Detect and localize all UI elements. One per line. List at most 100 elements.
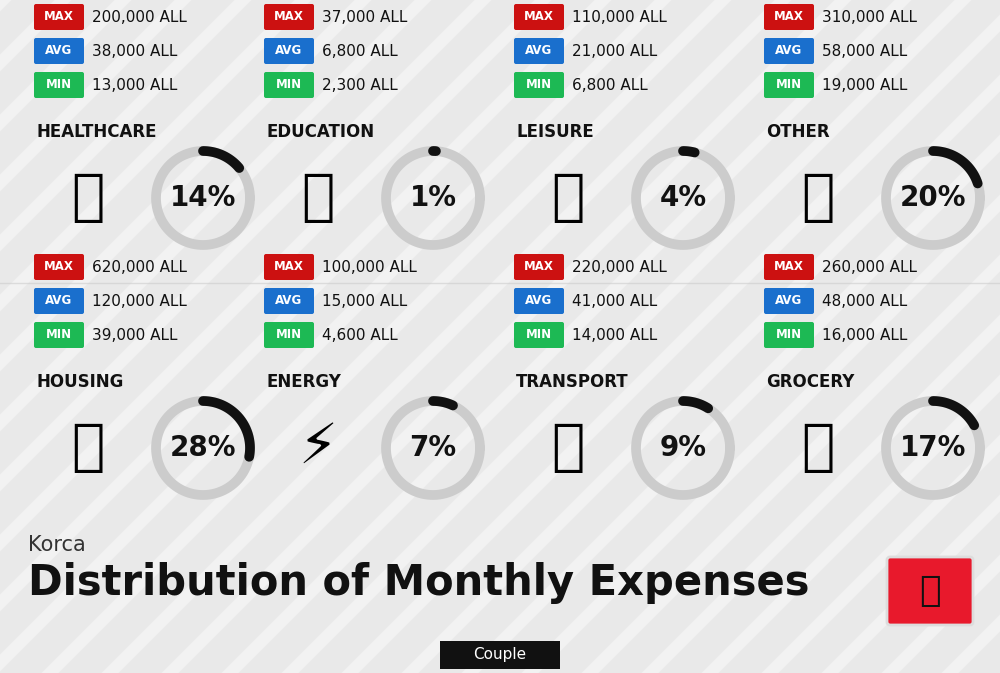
Text: 220,000 ALL: 220,000 ALL bbox=[572, 260, 667, 275]
Text: 14,000 ALL: 14,000 ALL bbox=[572, 328, 657, 343]
FancyBboxPatch shape bbox=[34, 4, 84, 30]
FancyBboxPatch shape bbox=[34, 38, 84, 64]
FancyBboxPatch shape bbox=[764, 4, 814, 30]
Text: 4%: 4% bbox=[659, 184, 707, 212]
FancyBboxPatch shape bbox=[264, 288, 314, 314]
Text: HOUSING: HOUSING bbox=[36, 373, 123, 391]
FancyBboxPatch shape bbox=[514, 72, 564, 98]
FancyBboxPatch shape bbox=[764, 72, 814, 98]
Text: 260,000 ALL: 260,000 ALL bbox=[822, 260, 917, 275]
Text: 48,000 ALL: 48,000 ALL bbox=[822, 293, 907, 308]
FancyBboxPatch shape bbox=[264, 72, 314, 98]
Text: 19,000 ALL: 19,000 ALL bbox=[822, 77, 907, 92]
Text: 🎓: 🎓 bbox=[301, 171, 335, 225]
Text: 💗: 💗 bbox=[71, 171, 105, 225]
FancyBboxPatch shape bbox=[764, 254, 814, 280]
Text: TRANSPORT: TRANSPORT bbox=[516, 373, 629, 391]
Text: ⚡: ⚡ bbox=[298, 421, 338, 475]
Text: AVG: AVG bbox=[45, 295, 73, 308]
Text: AVG: AVG bbox=[525, 44, 553, 57]
FancyBboxPatch shape bbox=[514, 288, 564, 314]
Text: MAX: MAX bbox=[774, 11, 804, 24]
Text: 4,600 ALL: 4,600 ALL bbox=[322, 328, 398, 343]
Text: Couple: Couple bbox=[473, 647, 527, 662]
Text: 🛍: 🛍 bbox=[551, 171, 585, 225]
Text: 41,000 ALL: 41,000 ALL bbox=[572, 293, 657, 308]
Text: 120,000 ALL: 120,000 ALL bbox=[92, 293, 187, 308]
Text: 13,000 ALL: 13,000 ALL bbox=[92, 77, 177, 92]
FancyBboxPatch shape bbox=[514, 4, 564, 30]
Text: MIN: MIN bbox=[276, 79, 302, 92]
FancyBboxPatch shape bbox=[440, 641, 560, 669]
Text: 100,000 ALL: 100,000 ALL bbox=[322, 260, 417, 275]
Text: 6,800 ALL: 6,800 ALL bbox=[322, 44, 398, 59]
Text: AVG: AVG bbox=[45, 44, 73, 57]
Text: MAX: MAX bbox=[44, 11, 74, 24]
Text: 15,000 ALL: 15,000 ALL bbox=[322, 293, 407, 308]
Text: 21,000 ALL: 21,000 ALL bbox=[572, 44, 657, 59]
Text: MIN: MIN bbox=[276, 328, 302, 341]
Text: 17%: 17% bbox=[900, 434, 966, 462]
Text: ENERGY: ENERGY bbox=[266, 373, 341, 391]
FancyBboxPatch shape bbox=[34, 288, 84, 314]
Text: AVG: AVG bbox=[275, 295, 303, 308]
Text: 7%: 7% bbox=[409, 434, 457, 462]
Text: AVG: AVG bbox=[775, 295, 803, 308]
Text: MIN: MIN bbox=[776, 328, 802, 341]
Text: EDUCATION: EDUCATION bbox=[266, 123, 374, 141]
Text: 58,000 ALL: 58,000 ALL bbox=[822, 44, 907, 59]
Text: 💰: 💰 bbox=[801, 171, 835, 225]
FancyBboxPatch shape bbox=[264, 322, 314, 348]
FancyBboxPatch shape bbox=[264, 4, 314, 30]
Text: 38,000 ALL: 38,000 ALL bbox=[92, 44, 177, 59]
Text: 2,300 ALL: 2,300 ALL bbox=[322, 77, 398, 92]
Text: 🦅: 🦅 bbox=[919, 574, 941, 608]
FancyBboxPatch shape bbox=[34, 322, 84, 348]
Text: GROCERY: GROCERY bbox=[766, 373, 854, 391]
FancyBboxPatch shape bbox=[34, 254, 84, 280]
Text: 🚌: 🚌 bbox=[551, 421, 585, 475]
FancyBboxPatch shape bbox=[264, 38, 314, 64]
FancyBboxPatch shape bbox=[764, 288, 814, 314]
Text: 20%: 20% bbox=[900, 184, 966, 212]
Text: HEALTHCARE: HEALTHCARE bbox=[36, 123, 156, 141]
FancyBboxPatch shape bbox=[514, 254, 564, 280]
Text: 28%: 28% bbox=[170, 434, 236, 462]
Text: MIN: MIN bbox=[526, 328, 552, 341]
FancyBboxPatch shape bbox=[514, 322, 564, 348]
Text: MAX: MAX bbox=[274, 11, 304, 24]
Text: 14%: 14% bbox=[170, 184, 236, 212]
Text: 16,000 ALL: 16,000 ALL bbox=[822, 328, 907, 343]
Text: AVG: AVG bbox=[275, 44, 303, 57]
Text: MAX: MAX bbox=[524, 11, 554, 24]
Text: Korca: Korca bbox=[28, 535, 86, 555]
Text: MIN: MIN bbox=[46, 328, 72, 341]
Text: 310,000 ALL: 310,000 ALL bbox=[822, 9, 917, 24]
Text: MIN: MIN bbox=[46, 79, 72, 92]
Text: MAX: MAX bbox=[274, 260, 304, 273]
Text: MAX: MAX bbox=[774, 260, 804, 273]
FancyBboxPatch shape bbox=[34, 72, 84, 98]
Text: MAX: MAX bbox=[524, 260, 554, 273]
Text: MIN: MIN bbox=[776, 79, 802, 92]
Text: 110,000 ALL: 110,000 ALL bbox=[572, 9, 667, 24]
Text: 39,000 ALL: 39,000 ALL bbox=[92, 328, 178, 343]
Text: MAX: MAX bbox=[44, 260, 74, 273]
FancyBboxPatch shape bbox=[514, 38, 564, 64]
Text: 200,000 ALL: 200,000 ALL bbox=[92, 9, 187, 24]
Text: LEISURE: LEISURE bbox=[516, 123, 594, 141]
FancyBboxPatch shape bbox=[887, 557, 973, 625]
Text: AVG: AVG bbox=[775, 44, 803, 57]
Text: Distribution of Monthly Expenses: Distribution of Monthly Expenses bbox=[28, 562, 810, 604]
Text: MIN: MIN bbox=[526, 79, 552, 92]
Text: 6,800 ALL: 6,800 ALL bbox=[572, 77, 648, 92]
Text: 🏢: 🏢 bbox=[71, 421, 105, 475]
Text: AVG: AVG bbox=[525, 295, 553, 308]
FancyBboxPatch shape bbox=[764, 322, 814, 348]
Text: 1%: 1% bbox=[410, 184, 456, 212]
Text: 🛒: 🛒 bbox=[801, 421, 835, 475]
Text: 9%: 9% bbox=[660, 434, 706, 462]
Text: 620,000 ALL: 620,000 ALL bbox=[92, 260, 187, 275]
Text: 37,000 ALL: 37,000 ALL bbox=[322, 9, 407, 24]
Text: OTHER: OTHER bbox=[766, 123, 830, 141]
